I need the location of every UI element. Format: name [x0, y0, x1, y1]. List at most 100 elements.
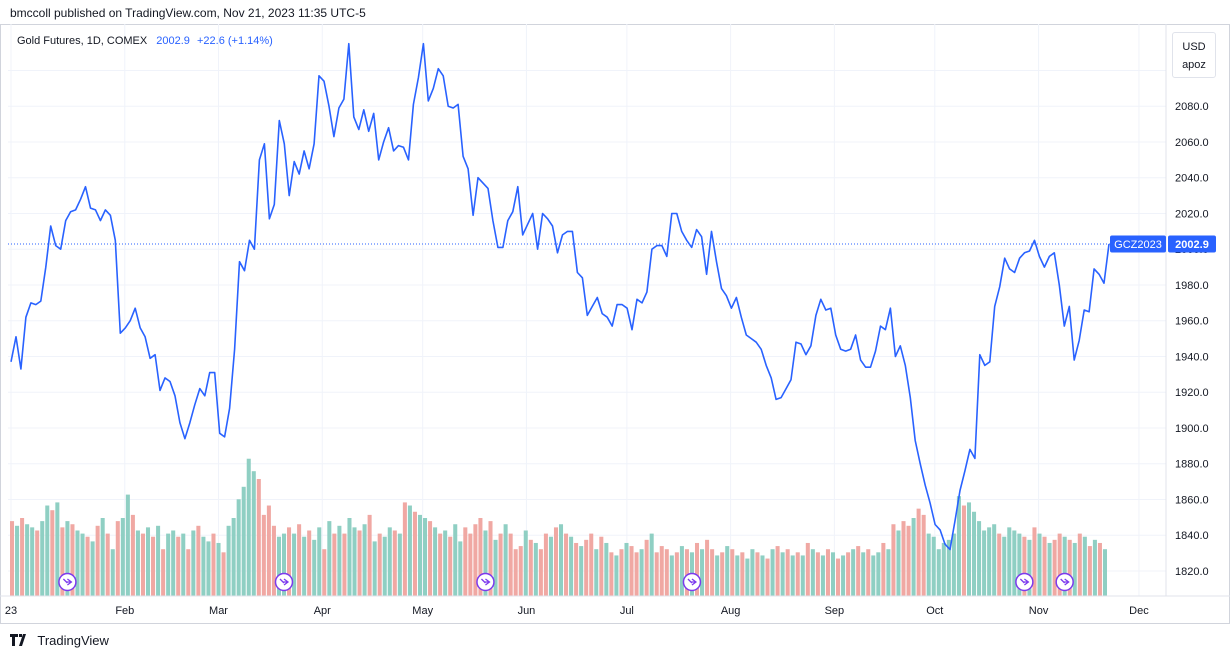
volume-bar [10, 521, 15, 596]
volume-bar [614, 555, 619, 596]
footer-brand[interactable]: TradingView [10, 633, 109, 649]
volume-bar [579, 546, 584, 596]
event-marker-icon[interactable] [58, 572, 77, 592]
event-marker-icon[interactable] [274, 572, 294, 592]
volume-bar [836, 558, 841, 596]
volume-bar [715, 555, 720, 596]
volume-bar [201, 536, 206, 596]
volume-bar [448, 536, 453, 596]
volume-bar [508, 533, 513, 596]
volume-bar [276, 536, 281, 596]
event-marker-icon[interactable] [476, 572, 495, 592]
volume-bar [1062, 536, 1067, 596]
chart-legend: Gold Futures, 1D, COMEX 2002.9 +22.6 (+1… [17, 35, 273, 47]
volume-bar [805, 542, 810, 596]
volume-bar [866, 549, 871, 596]
volume-bar [80, 533, 85, 596]
volume-bar [337, 525, 342, 596]
volume-bar [297, 524, 302, 596]
volume-bar [664, 549, 669, 596]
y-tick-label: 1820.0 [1175, 566, 1209, 578]
unit-label: apoz [1182, 59, 1206, 71]
volume-bar [171, 530, 176, 596]
volume-bar [770, 549, 775, 596]
volume-bar [886, 549, 891, 596]
volume-bar [135, 530, 140, 596]
volume-bar [634, 552, 639, 596]
volume-bar [342, 533, 347, 596]
volume-bar [211, 533, 216, 596]
x-tick-label: Dec [1129, 605, 1149, 617]
volume-bar [302, 536, 307, 596]
volume-bar [372, 541, 377, 596]
volume-bar [629, 546, 634, 596]
volume-bar [644, 539, 649, 596]
volume-bar [45, 505, 50, 596]
price-axis: 1820.0 1840.0 1860.0 1880.0 1900.0 1920.0 1940… [1165, 24, 1209, 596]
legend-last: 2002.9 [156, 35, 190, 47]
volume-bar [352, 527, 357, 596]
currency-unit-selector[interactable]: USD apoz [1172, 32, 1216, 78]
x-tick-label: Feb [115, 605, 134, 617]
x-tick-label: Mar [209, 605, 228, 617]
marker-glyph [480, 578, 491, 586]
legend-change: +22.6 (+1.14%) [197, 35, 273, 47]
volume-bar [1002, 536, 1007, 596]
volume-bar [559, 524, 564, 596]
volume-bar [1097, 542, 1102, 596]
volume-bar [931, 536, 936, 596]
volume-bar [241, 486, 246, 596]
volume-bars [10, 458, 1107, 596]
y-tick-label: 2020.0 [1175, 208, 1209, 220]
volume-bar [639, 549, 644, 596]
volume-bar [1067, 539, 1072, 596]
volume-bar [498, 533, 503, 596]
volume-bar [926, 533, 931, 596]
volume-bar [428, 521, 433, 596]
volume-bar [216, 542, 221, 596]
volume-bar [574, 542, 579, 596]
volume-bar [891, 524, 896, 596]
volume-bar [528, 539, 533, 596]
volume-bar [251, 471, 256, 596]
chart-frame [0, 24, 1230, 624]
volume-bar [815, 552, 820, 596]
x-tick-label: Sep [825, 605, 845, 617]
event-marker-icon[interactable] [682, 572, 702, 592]
volume-bar [750, 549, 755, 596]
volume-bar [1072, 542, 1077, 596]
volume-bar [654, 552, 659, 596]
earnings-lightning-icon[interactable] [1015, 572, 1034, 592]
volume-bar [443, 530, 448, 596]
volume-bar [518, 546, 523, 596]
time-axis: 23 Feb Mar Apr May Jun Jul Aug Sep Oct Nov Dec [0, 595, 1230, 617]
volume-bar [594, 549, 599, 596]
volume-bar [810, 549, 815, 596]
volume-bar [604, 542, 609, 596]
volume-bar [226, 525, 231, 596]
volume-bar [382, 536, 387, 596]
volume-bar [730, 549, 735, 596]
volume-bar [423, 518, 428, 596]
volume-bar [95, 525, 100, 596]
volume-bar [50, 510, 55, 596]
volume-bar [946, 539, 951, 596]
volume-bar [941, 542, 946, 596]
volume-bar [287, 527, 292, 596]
volume-bar [846, 552, 851, 596]
volume-bar [281, 533, 287, 596]
volume-bar [589, 533, 594, 596]
volume-bar [70, 524, 75, 596]
volume-bar [271, 525, 276, 596]
volume-bar [780, 552, 785, 596]
volume-bar [327, 521, 332, 596]
event-marker-icon[interactable] [1055, 572, 1074, 592]
volume-bar [488, 521, 493, 596]
volume-bar [292, 533, 297, 596]
volume-bar [1042, 536, 1047, 596]
volume-bar [1077, 533, 1082, 596]
volume-bar [740, 552, 745, 596]
volume-bar [694, 542, 700, 596]
volume-bar [186, 549, 191, 596]
